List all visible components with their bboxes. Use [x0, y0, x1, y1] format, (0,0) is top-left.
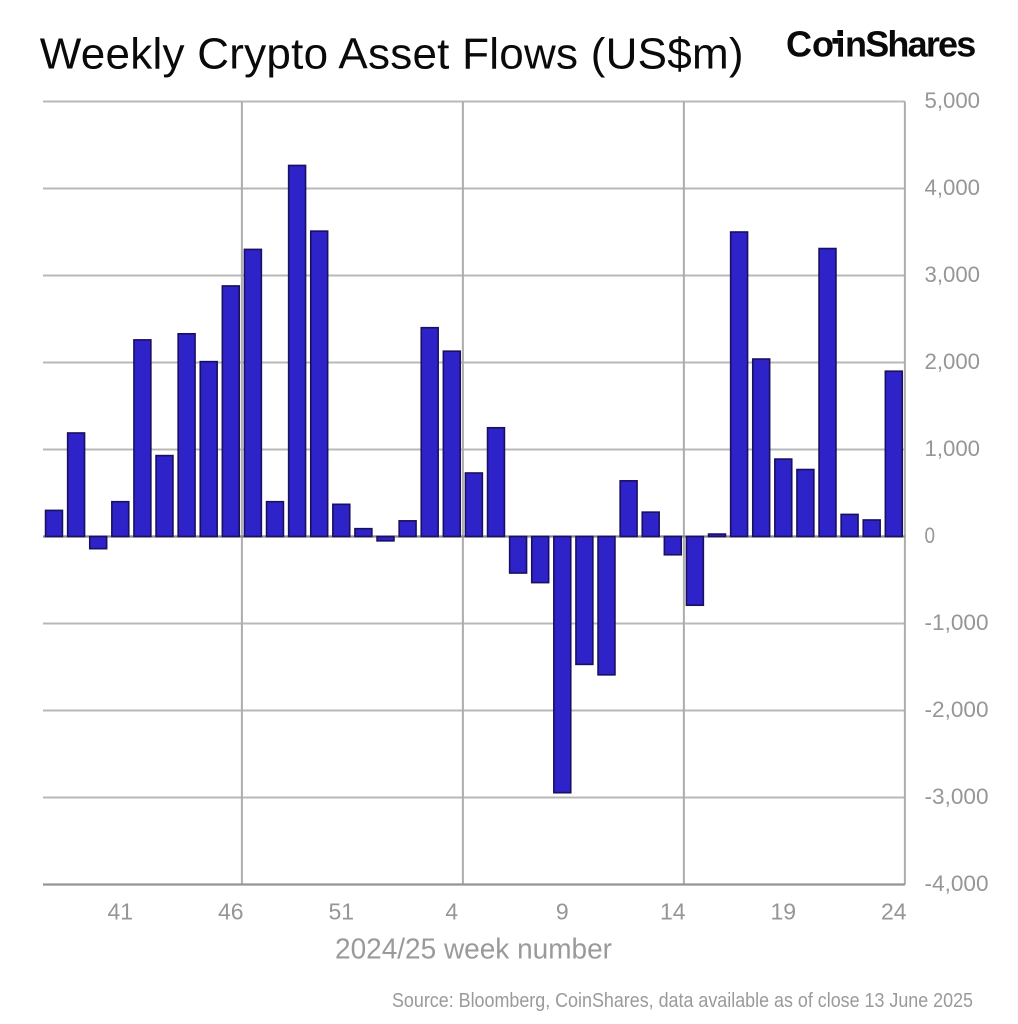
svg-text:9: 9: [556, 899, 569, 925]
svg-text:Weekly Crypto Asset Flows (US$: Weekly Crypto Asset Flows (US$m): [40, 30, 744, 79]
svg-text:4,000: 4,000: [925, 175, 981, 200]
svg-text:4: 4: [445, 899, 458, 925]
svg-text:1,000: 1,000: [925, 436, 981, 461]
svg-text:-1,000: -1,000: [925, 610, 989, 635]
svg-text:3,000: 3,000: [925, 262, 981, 287]
svg-text:Source: Bloomberg, CoinShares,: Source: Bloomberg, CoinShares, data avai…: [392, 990, 973, 1012]
svg-text:2,000: 2,000: [925, 349, 981, 374]
svg-text:24: 24: [881, 899, 907, 925]
svg-text:2024/25 week number: 2024/25 week number: [335, 934, 612, 966]
svg-text:51: 51: [329, 899, 355, 925]
svg-text:-4,000: -4,000: [925, 871, 989, 896]
svg-text:5,000: 5,000: [925, 88, 981, 113]
svg-text:0: 0: [925, 523, 936, 548]
svg-text:nShares: nShares: [845, 24, 975, 65]
svg-text:-3,000: -3,000: [925, 784, 989, 809]
svg-text:46: 46: [218, 899, 244, 925]
svg-text:-2,000: -2,000: [925, 697, 989, 722]
svg-text:41: 41: [108, 899, 134, 925]
svg-text:14: 14: [660, 899, 686, 925]
svg-text:Co: Co: [786, 24, 834, 65]
svg-text:19: 19: [771, 899, 797, 925]
